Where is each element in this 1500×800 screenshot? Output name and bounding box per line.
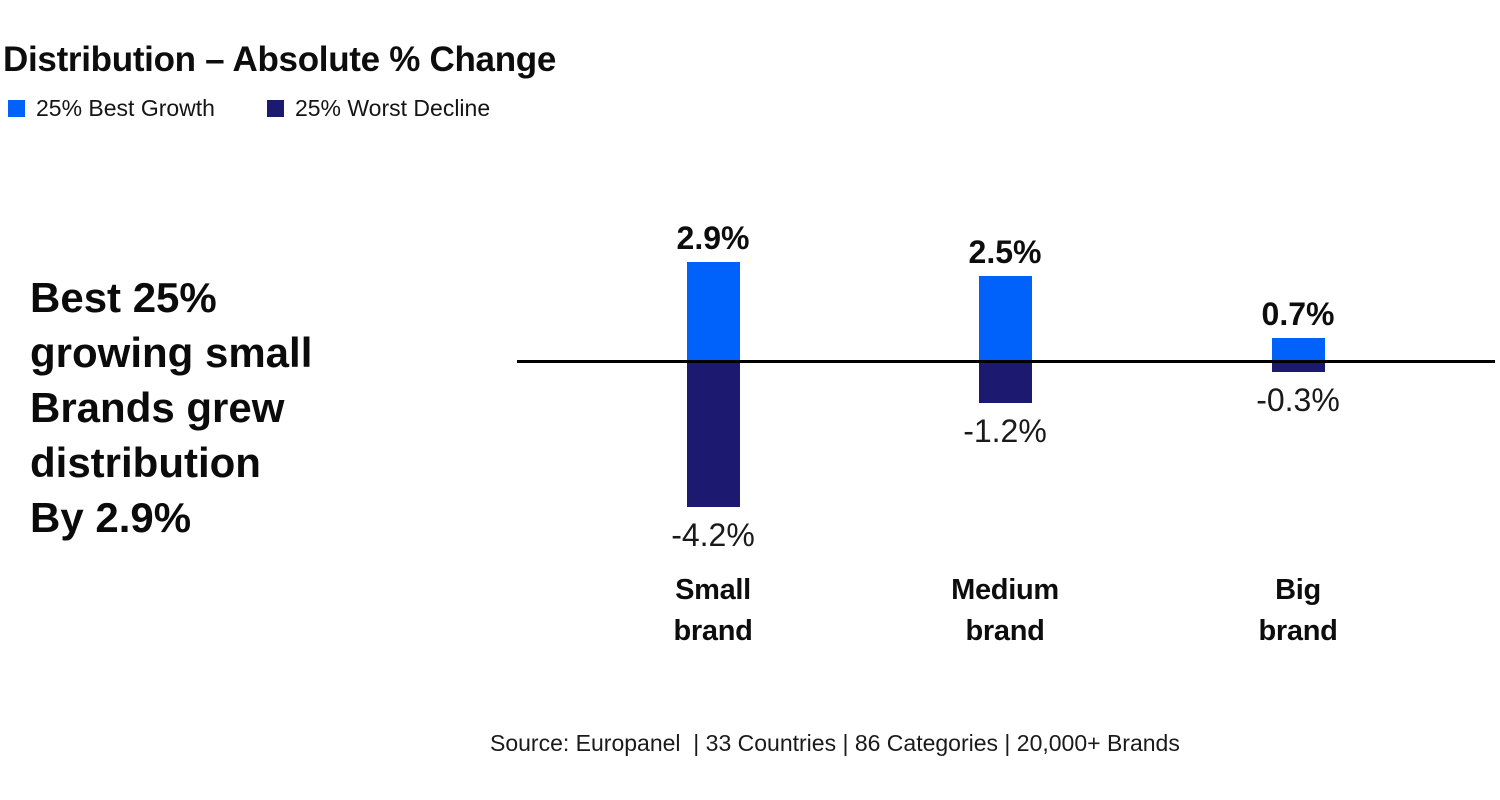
- headline-line: By 2.9%: [30, 494, 192, 541]
- axis-line: [517, 360, 1495, 363]
- decline-value-label: -0.3%: [1256, 382, 1340, 418]
- category-label: Small brand: [673, 574, 753, 647]
- decline-bar: [1271, 362, 1325, 372]
- legend-item: 25% Best Growth: [8, 95, 215, 122]
- source-note: Source: Europanel | 33 Countries | 86 Ca…: [490, 730, 1180, 756]
- decline-value-label: -4.2%: [671, 517, 755, 553]
- category-label: Medium brand: [951, 574, 1059, 647]
- growth-bar: [978, 276, 1032, 362]
- growth-bar: [686, 262, 740, 362]
- growth-value-label: 2.5%: [968, 234, 1042, 270]
- growth-value-label: 2.9%: [676, 220, 750, 256]
- category-label: Big brand: [1258, 574, 1338, 647]
- headline: Best 25% growing small Brands grew distr…: [30, 270, 312, 545]
- decline-bar: [686, 362, 740, 507]
- headline-line: growing small: [30, 329, 313, 376]
- decline-value-label: -1.2%: [963, 413, 1047, 449]
- legend-label: 25% Worst Decline: [294, 95, 491, 121]
- legend-item: 25% Worst Decline: [266, 95, 491, 122]
- chart-legend: 25% Best Growth 25% Worst Decline: [8, 95, 490, 122]
- legend-swatch-icon: [266, 100, 284, 117]
- page-title: Distribution – Absolute % Change: [3, 40, 557, 79]
- decline-bar: [978, 362, 1032, 403]
- legend-label: 25% Best Growth: [36, 95, 215, 121]
- headline-line: Best 25%: [30, 274, 217, 321]
- headline-line: distribution: [30, 439, 261, 486]
- growth-value-label: 0.7%: [1261, 296, 1335, 332]
- growth-bar: [1271, 338, 1325, 362]
- legend-swatch-icon: [8, 100, 25, 117]
- headline-line: Brands grew: [30, 384, 285, 431]
